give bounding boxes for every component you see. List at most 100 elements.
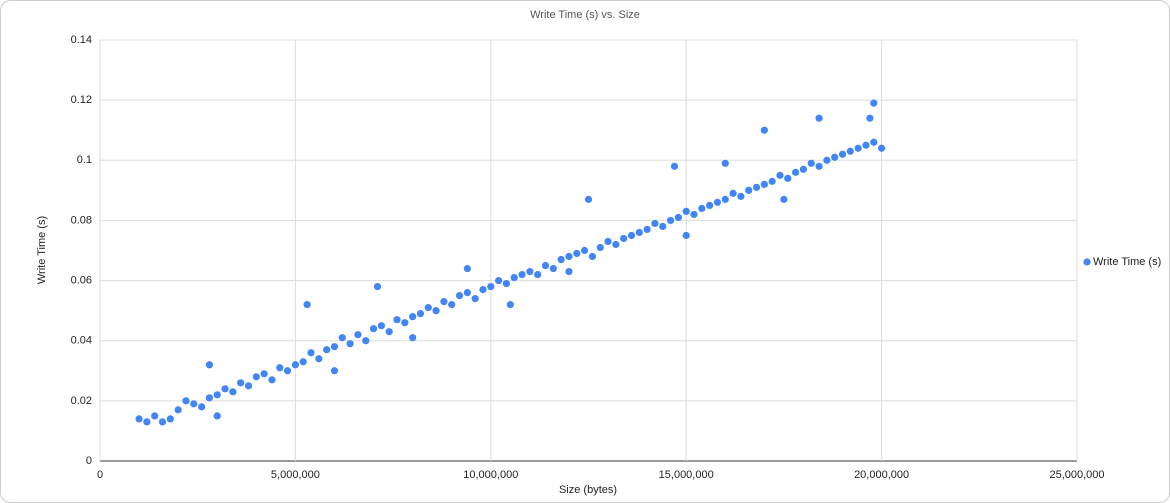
data-point [182,397,190,405]
data-point [780,195,788,203]
data-point [823,156,831,164]
data-point [471,295,479,303]
data-point [831,153,839,161]
y-tick-label: 0.06 [71,274,92,286]
data-point [291,361,299,369]
y-tick-label: 0 [86,455,92,467]
data-point [158,418,167,426]
data-point [584,195,593,203]
data-point [373,282,382,291]
data-point [409,313,417,321]
data-point [549,264,557,273]
data-point [713,198,722,206]
data-point [487,282,495,291]
data-point [463,289,471,297]
data-point [588,252,597,261]
data-point [346,340,354,348]
data-point [506,301,514,309]
data-point [838,150,847,158]
data-point [432,307,440,315]
y-tick-label: 0.1 [77,154,92,166]
data-point [565,267,573,276]
data-point [174,406,182,414]
data-point [205,394,214,402]
data-point [612,240,620,249]
data-point [303,301,311,309]
data-point [244,382,253,390]
data-point [393,316,401,324]
data-point [604,237,612,246]
data-point [448,301,456,309]
data-point [166,415,174,423]
x-tick-label: 15,000,000 [659,469,714,481]
data-point [330,343,339,351]
data-point [307,349,315,357]
data-point [221,385,229,393]
data-point [666,216,675,225]
data-point [799,165,808,173]
data-point [620,234,628,243]
data-point [401,319,409,327]
data-point [495,276,503,285]
data-point [229,388,237,396]
data-point [846,147,854,155]
data-point [369,325,378,333]
x-tick-label: 10,000,000 [463,469,518,481]
data-point [213,391,221,399]
data-point [526,267,534,276]
data-point [870,99,878,107]
data-point [190,400,198,408]
data-point [252,373,260,381]
data-point [135,415,143,423]
data-point [760,180,768,188]
y-tick-label: 0.12 [71,94,92,106]
data-point [862,141,870,149]
data-point [690,210,698,219]
data-point [596,243,604,252]
data-point [651,219,659,228]
data-point [878,144,886,152]
data-point [409,334,417,342]
y-tick-label: 0.02 [71,395,92,407]
y-tick-label: 0.08 [71,214,92,226]
data-point [541,261,550,270]
y-axis-label: Write Time (s) [36,216,48,284]
data-point [866,114,874,122]
data-point [643,225,651,234]
x-tick-label: 5,000,000 [271,469,320,481]
data-point [674,213,682,222]
data-point [760,126,768,134]
data-point [627,231,636,240]
data-point [745,186,753,194]
data-point [479,285,487,294]
data-point [198,403,206,411]
data-point [213,412,221,420]
x-tick-label: 0 [97,469,103,481]
data-point [573,249,581,258]
chart-title: Write Time (s) vs. Size [530,9,640,21]
data-point [205,361,214,369]
data-point [151,412,159,420]
data-point [510,273,518,282]
data-point [283,367,292,375]
y-tick-label: 0.04 [71,335,92,347]
data-point [416,310,425,318]
data-point [580,246,589,255]
data-point [807,159,815,167]
data-point [776,171,784,179]
data-point [659,222,667,231]
data-point [815,114,823,122]
data-point [557,255,565,264]
data-point [323,346,331,354]
data-point [330,367,339,375]
data-point [377,322,385,330]
data-point [682,231,690,240]
y-tick-label: 0.14 [71,34,92,46]
data-point [424,304,432,312]
data-point [670,162,679,170]
data-point [518,270,526,279]
data-point [237,379,245,387]
data-point [362,337,370,345]
data-point [768,177,776,185]
